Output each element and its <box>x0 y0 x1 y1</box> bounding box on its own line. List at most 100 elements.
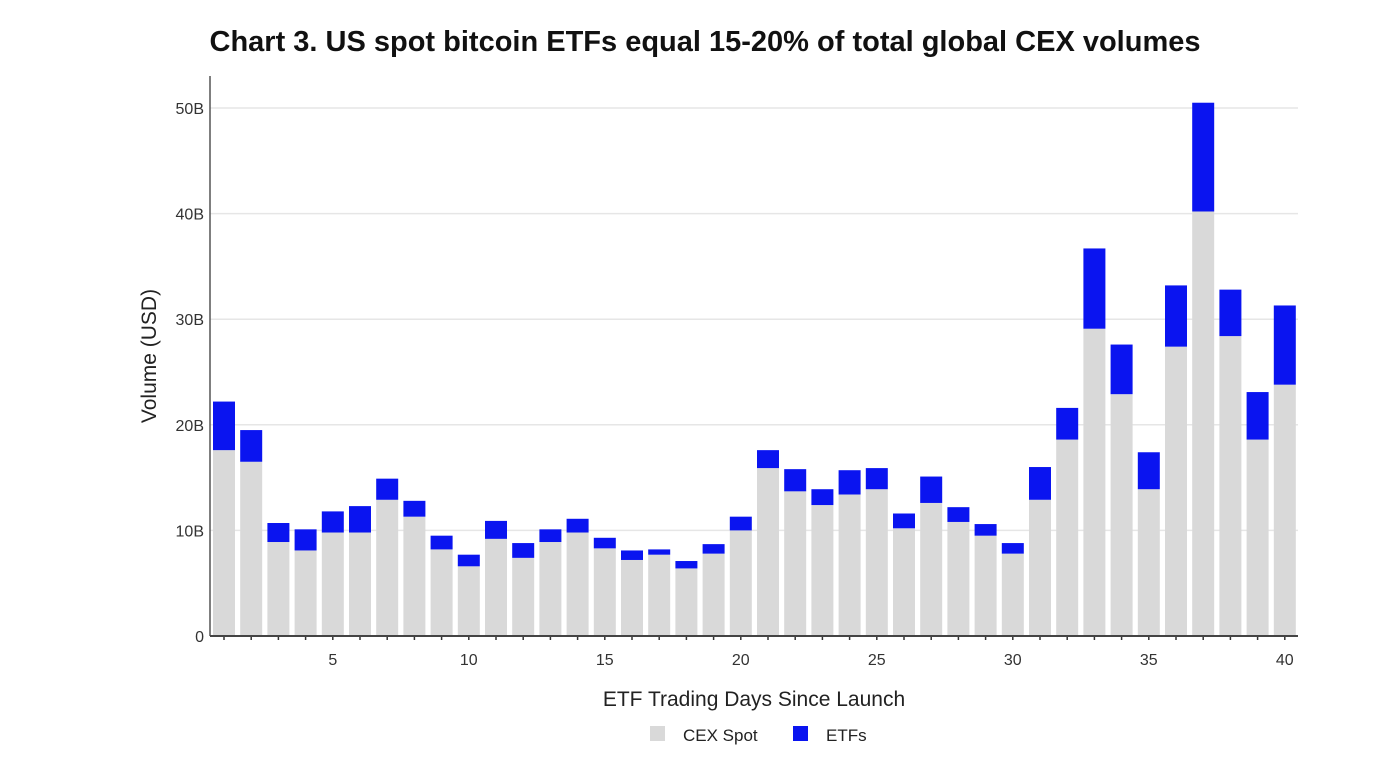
bar-etfs <box>974 524 997 536</box>
bar-cex-spot <box>1273 384 1296 636</box>
bar-cex-spot <box>403 516 426 636</box>
bar-etfs <box>539 529 562 543</box>
bar-cex-spot <box>675 568 698 636</box>
bar-etfs <box>675 561 698 569</box>
legend-swatch <box>650 726 665 741</box>
bar-cex-spot <box>729 530 752 636</box>
bar-etfs <box>1165 285 1187 347</box>
bar-etfs <box>1137 452 1160 490</box>
bar-etfs <box>349 506 371 533</box>
bar-cex-spot <box>1029 499 1051 636</box>
bar-cex-spot <box>321 532 344 636</box>
bar-etfs <box>512 543 535 558</box>
bar-etfs <box>893 513 915 529</box>
bar-cex-spot <box>512 557 535 636</box>
x-tick-label: 20 <box>732 652 750 669</box>
bar-etfs <box>784 469 807 492</box>
bar-cex-spot <box>838 494 861 636</box>
bar-etfs <box>865 468 888 490</box>
bar-cex-spot <box>1219 336 1242 636</box>
bar-etfs <box>294 529 317 551</box>
bar-cex-spot <box>376 499 399 636</box>
bar-cex-spot <box>757 468 779 636</box>
bar-etfs <box>213 401 235 451</box>
bar-cex-spot <box>811 505 834 636</box>
bar-etfs <box>1001 543 1024 554</box>
bar-cex-spot <box>1110 394 1133 636</box>
legend-label: ETFs <box>826 726 867 745</box>
bar-cex-spot <box>593 548 616 636</box>
bar-cex-spot <box>1246 439 1269 636</box>
x-tick-label: 30 <box>1004 652 1022 669</box>
y-tick-label: 30B <box>176 312 204 329</box>
bar-cex-spot <box>430 549 453 636</box>
bar-cex-spot <box>457 566 480 636</box>
bar-cex-spot <box>702 553 725 636</box>
bar-cex-spot <box>1165 346 1187 636</box>
bar-cex-spot <box>240 461 263 636</box>
y-tick-label: 0 <box>195 629 204 646</box>
bar-cex-spot <box>539 542 562 636</box>
y-tick-label: 20B <box>176 418 204 435</box>
bar-cex-spot <box>974 535 997 636</box>
bar-cex-spot <box>566 532 589 636</box>
x-tick-label: 5 <box>328 652 337 669</box>
legend-swatch <box>793 726 808 741</box>
x-axis-label: ETF Trading Days Since Launch <box>603 688 905 711</box>
bar-cex-spot <box>267 542 290 636</box>
bar-etfs <box>947 507 970 522</box>
bar-etfs <box>811 489 834 506</box>
bar-cex-spot <box>294 550 317 636</box>
bar-cex-spot <box>1192 211 1215 636</box>
bar-etfs <box>1110 344 1133 395</box>
y-tick-label: 50B <box>176 101 204 118</box>
bar-etfs <box>376 478 399 500</box>
bar-cex-spot <box>947 521 970 636</box>
bar-cex-spot <box>1137 489 1160 636</box>
y-axis-label: Volume (USD) <box>138 289 161 423</box>
x-tick-label: 25 <box>868 652 886 669</box>
bar-etfs <box>1192 102 1215 212</box>
bar-cex-spot <box>1056 439 1079 636</box>
bar-etfs <box>757 450 779 469</box>
bar-cex-spot <box>784 491 807 636</box>
chart-title: Chart 3. US spot bitcoin ETFs equal 15-2… <box>209 26 1201 58</box>
x-tick-label: 10 <box>460 652 478 669</box>
bar-cex-spot <box>1083 328 1106 636</box>
bar-etfs <box>321 511 344 533</box>
x-tick-label: 40 <box>1276 652 1294 669</box>
bar-cex-spot <box>920 502 943 636</box>
bar-etfs <box>1273 305 1296 385</box>
bar-etfs <box>838 470 861 495</box>
bar-etfs <box>1083 248 1106 329</box>
bar-etfs <box>1219 289 1242 337</box>
bar-cex-spot <box>349 532 371 636</box>
bar-etfs <box>621 550 643 560</box>
bar-cex-spot <box>485 538 507 636</box>
bar-etfs <box>485 520 507 539</box>
bar-cex-spot <box>865 489 888 636</box>
bar-etfs <box>702 544 725 554</box>
bar-etfs <box>403 500 426 517</box>
bar-etfs <box>729 516 752 531</box>
bar-cex-spot <box>213 450 235 636</box>
bar-etfs <box>1056 407 1079 440</box>
bar-etfs <box>920 476 943 503</box>
bar-etfs <box>267 523 290 543</box>
bar-etfs <box>566 518 589 533</box>
bar-etfs <box>648 549 671 555</box>
bar-etfs <box>240 430 263 462</box>
legend-label: CEX Spot <box>683 726 758 745</box>
bar-cex-spot <box>621 559 643 636</box>
bar-cex-spot <box>1001 553 1024 636</box>
y-tick-label: 40B <box>176 207 204 224</box>
x-tick-label: 15 <box>596 652 614 669</box>
x-tick-label: 35 <box>1140 652 1158 669</box>
bar-etfs <box>1246 392 1269 440</box>
bar-etfs <box>593 537 616 549</box>
bar-cex-spot <box>648 554 671 636</box>
bar-cex-spot <box>893 528 915 636</box>
bar-etfs <box>457 554 480 567</box>
bar-etfs <box>430 535 453 550</box>
